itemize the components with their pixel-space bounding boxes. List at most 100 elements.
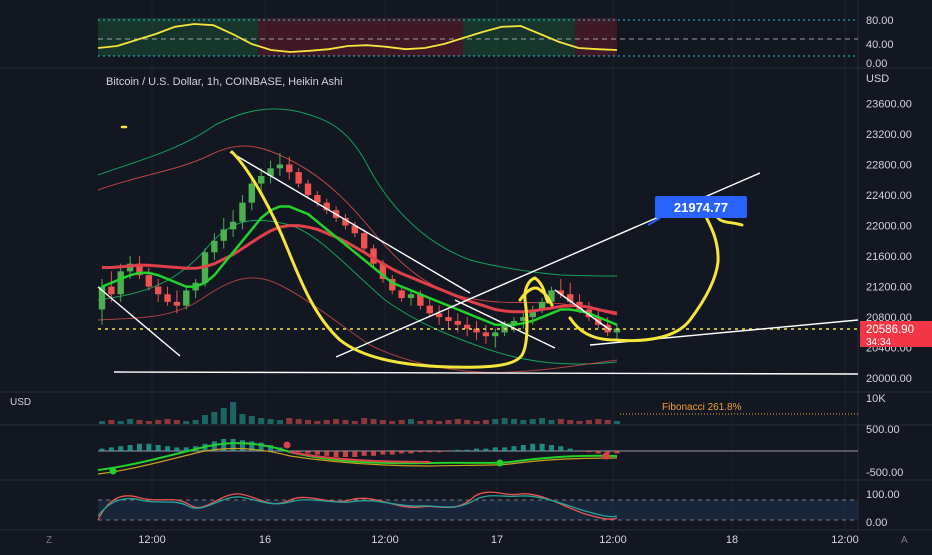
candle-body (98, 286, 106, 310)
candle-body (229, 221, 237, 230)
time-axis-label: 17 (491, 534, 503, 546)
macd-hist-bar (389, 451, 395, 455)
price-axis-label: 22000.00 (866, 221, 912, 233)
stochastic-pane: 100.00 0.00 (97, 489, 900, 529)
macd-hist-bar (520, 445, 526, 451)
bollinger-lower-green (97, 219, 618, 365)
macd-pane: 500.00 -500.00 (97, 424, 903, 479)
candle-body (557, 290, 565, 295)
macd-hist-bar (296, 451, 302, 453)
bollinger-upper-red (97, 145, 618, 313)
macd-hist-bar (371, 451, 377, 456)
stoch-axis-label-100: 100.00 (866, 489, 900, 501)
candle-body (183, 290, 190, 306)
bollinger-upper-green (97, 108, 618, 277)
macd-hist-bar (174, 447, 180, 451)
timezone-badge[interactable]: Z (46, 535, 52, 546)
candle-body (117, 271, 124, 295)
signal-line (97, 447, 618, 475)
candle-body (398, 290, 405, 299)
volume-bar (220, 408, 227, 424)
macd-hist-bar (324, 451, 330, 456)
candle-body (407, 294, 415, 299)
volume-bar (286, 418, 293, 424)
candle-body (136, 263, 143, 276)
macd-hist-bar (614, 451, 620, 454)
candle-body (463, 324, 471, 329)
trendline-small (454, 299, 556, 349)
macd-hist-bar (530, 443, 536, 451)
volume-bar (426, 420, 433, 424)
volume-bar (454, 419, 461, 424)
macd-hist-bar (417, 451, 423, 453)
volume-bar (464, 420, 471, 424)
trendlines (97, 151, 859, 375)
pane-separators (0, 0, 932, 531)
macd-hist-bar (605, 451, 611, 454)
macd-histogram (99, 439, 620, 457)
osc-axis-label-80: 80.00 (866, 15, 894, 27)
volume-bar (511, 419, 517, 424)
macd-hist-bar (492, 447, 498, 451)
time-axis-label: 16 (259, 534, 271, 546)
macd-hist-bar (239, 440, 245, 451)
macd-hist-bar (511, 446, 517, 451)
osc-zone-green-2 (463, 18, 575, 56)
macd-hist-bar (165, 446, 171, 451)
volume-bar (408, 419, 414, 424)
volume-bar (314, 421, 321, 424)
macd-hist-bar (314, 451, 320, 455)
volume-bar (482, 420, 489, 424)
target-price-label[interactable]: 21974.77 (647, 196, 747, 226)
macd-hist-bar (408, 451, 414, 454)
candle-body (276, 164, 284, 169)
time-axis-label: 18 (726, 534, 738, 546)
volume-bar (155, 420, 162, 424)
candle-body (145, 275, 153, 287)
macd-hist-bar (136, 443, 142, 451)
volume-bar (136, 420, 143, 424)
candle-body (492, 332, 499, 337)
volume-bar (164, 419, 171, 424)
stoch-axis-label-0: 0.00 (866, 517, 887, 529)
volume-bar (529, 419, 536, 424)
candle-body (351, 225, 359, 234)
candle-body (548, 290, 555, 302)
volume-bar (258, 418, 265, 424)
ema-slow-line (102, 224, 618, 316)
macd-hist-bar (380, 451, 386, 455)
time-axis-label: 12:00 (371, 534, 399, 546)
volume-bar (501, 418, 508, 424)
candle-body (108, 286, 115, 295)
macd-hist-bar (249, 441, 255, 451)
osc-zone-red (258, 18, 463, 56)
candle-body (370, 248, 377, 264)
candle-body (435, 313, 443, 318)
candle-body (304, 183, 312, 196)
volume-bar (239, 414, 246, 424)
volume-bar (117, 421, 124, 424)
candle-body (342, 217, 349, 226)
top-oscillator-pane: 80.00 40.00 0.00 (97, 15, 894, 70)
volume-bar (585, 420, 592, 424)
volume-bar (248, 416, 255, 424)
candle-body (613, 328, 621, 333)
candle-body (164, 294, 171, 302)
candle-body (566, 294, 574, 302)
macd-hist-bar (258, 442, 264, 451)
macd-cross-marker-2 (283, 441, 291, 449)
price-tag-box (860, 321, 932, 347)
auto-scale-badge[interactable]: A (901, 535, 908, 546)
volume-bar (305, 420, 311, 424)
time-axis-label: 12:00 (831, 534, 859, 546)
price-axis-label: 20000.00 (866, 373, 912, 385)
volume-bar (183, 421, 190, 424)
volume-bar (108, 420, 115, 424)
macd-hist-bar (361, 451, 367, 456)
macd-hist-bar (99, 448, 105, 451)
osc-axis-label-0: 0.00 (866, 58, 887, 70)
candle-body (267, 168, 274, 176)
volume-bar (202, 415, 208, 424)
